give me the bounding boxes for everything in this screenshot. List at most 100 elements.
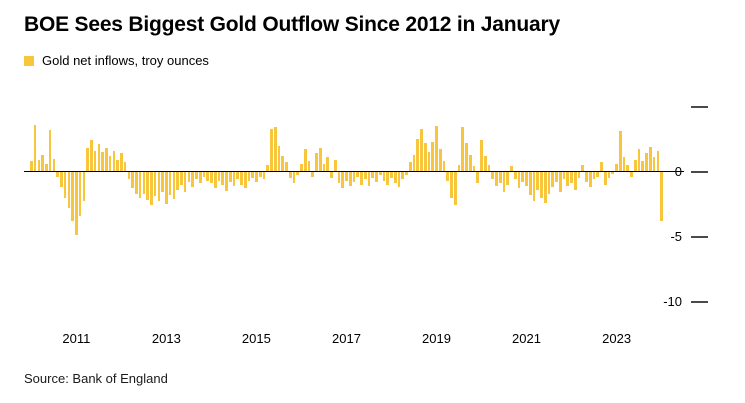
bar <box>510 166 513 172</box>
bar <box>618 131 622 172</box>
bar <box>521 171 525 182</box>
bar <box>375 171 378 182</box>
bar <box>183 171 187 193</box>
bar <box>187 171 191 182</box>
bar <box>247 171 251 181</box>
bar <box>296 171 300 176</box>
bar <box>45 163 48 172</box>
x-axis-label: 2015 <box>241 331 271 346</box>
bar <box>307 161 311 172</box>
bar <box>435 126 438 172</box>
bar <box>641 161 645 172</box>
bar <box>637 149 641 172</box>
bar <box>453 171 457 206</box>
bar <box>127 171 131 180</box>
bar <box>217 171 221 181</box>
bar <box>562 171 566 180</box>
bar <box>626 165 630 172</box>
bar <box>198 171 202 184</box>
bar <box>408 162 412 172</box>
bar <box>292 171 296 184</box>
x-axis-label: 2017 <box>332 331 361 346</box>
bar <box>588 171 592 188</box>
bar <box>506 171 510 185</box>
bar <box>348 171 352 186</box>
bar <box>82 171 86 202</box>
bar <box>116 159 119 172</box>
bar <box>60 171 63 188</box>
bar <box>600 162 603 172</box>
bar <box>656 150 660 172</box>
bar <box>75 171 78 236</box>
bar <box>165 171 168 204</box>
y-axis-tick <box>691 105 708 108</box>
bar <box>446 171 450 181</box>
bar <box>412 154 416 172</box>
x-axis-label: 2021 <box>512 331 541 346</box>
bar <box>146 171 149 201</box>
bar <box>517 171 521 189</box>
bar <box>255 171 258 182</box>
bar <box>285 162 288 172</box>
bar <box>630 171 633 177</box>
bar <box>142 171 146 194</box>
bar <box>78 171 82 216</box>
bar <box>633 159 637 172</box>
bar <box>52 158 56 172</box>
bar <box>112 150 116 172</box>
bar <box>67 171 71 208</box>
bar <box>491 171 495 180</box>
bar <box>243 171 247 189</box>
y-axis-label: 0 <box>674 163 682 179</box>
bar <box>472 166 476 172</box>
bar <box>180 171 183 185</box>
bar <box>157 171 161 202</box>
bar <box>161 171 164 193</box>
bar <box>476 171 480 184</box>
bar <box>221 171 225 185</box>
legend: Gold net inflows, troy ounces <box>24 53 209 68</box>
bar <box>592 171 596 180</box>
bar <box>363 171 367 180</box>
bar <box>401 171 405 180</box>
bar <box>423 142 427 172</box>
bar <box>120 153 123 172</box>
bar <box>513 171 517 180</box>
bar <box>573 171 577 190</box>
bar <box>648 146 652 172</box>
bar <box>41 154 44 172</box>
bar <box>536 171 540 190</box>
bar <box>123 162 127 172</box>
bar <box>172 171 176 199</box>
x-axis-label: 2011 <box>62 331 91 346</box>
bar <box>352 171 356 182</box>
bar <box>281 155 285 172</box>
bar <box>427 152 431 172</box>
bar <box>48 129 52 172</box>
bar <box>195 171 198 180</box>
bar <box>30 161 33 172</box>
bar <box>495 171 498 186</box>
bar <box>416 139 420 172</box>
bar <box>300 163 303 172</box>
bar <box>581 165 585 172</box>
bar <box>33 124 37 172</box>
legend-label: Gold net inflows, troy ounces <box>42 53 209 68</box>
bar <box>153 171 157 197</box>
bar <box>525 171 528 186</box>
bar <box>240 171 243 185</box>
bar <box>483 155 487 172</box>
bar <box>191 171 194 188</box>
bar <box>367 171 371 186</box>
chart-title: BOE Sees Biggest Gold Outflow Since 2012… <box>24 13 560 36</box>
bar <box>56 171 59 177</box>
bar <box>390 171 393 178</box>
y-axis-label: -10 <box>663 293 682 309</box>
zero-axis-line <box>24 171 684 172</box>
bar <box>438 149 442 172</box>
bar <box>540 171 543 198</box>
source-note: Source: Bank of England <box>24 371 168 386</box>
bar <box>360 171 363 185</box>
bar <box>461 127 465 172</box>
